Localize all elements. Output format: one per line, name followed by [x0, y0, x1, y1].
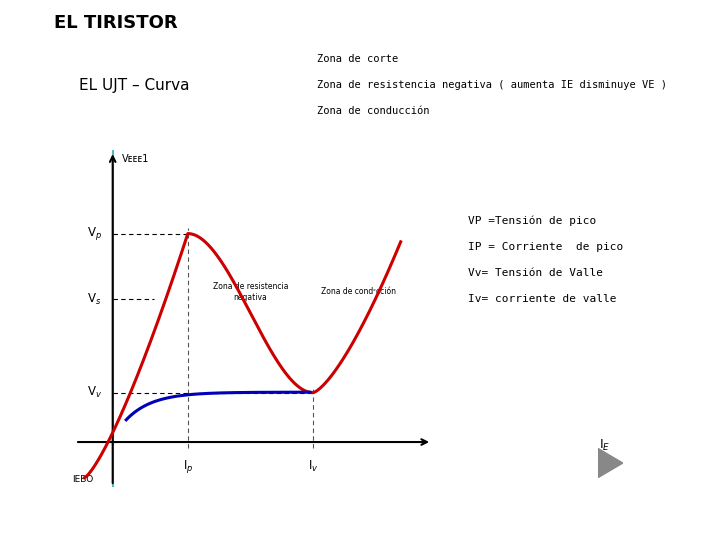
- Text: IP = Corriente  de pico: IP = Corriente de pico: [468, 242, 624, 252]
- Text: EL UJT – Curva: EL UJT – Curva: [79, 78, 189, 93]
- Text: EL TIRISTOR: EL TIRISTOR: [54, 14, 178, 31]
- Text: Zona de conducción: Zona de conducción: [317, 106, 429, 116]
- Text: V$_s$: V$_s$: [87, 292, 102, 307]
- Text: ELECTRÓNICA DE POTENCIA: ELECTRÓNICA DE POTENCIA: [15, 183, 24, 357]
- Text: Zona de condᶜcción: Zona de condᶜcción: [321, 287, 396, 296]
- Text: Zona de resistencia
negativa: Zona de resistencia negativa: [212, 282, 288, 302]
- Text: Zona de resistencia negativa ( aumenta IE disminuye VE ): Zona de resistencia negativa ( aumenta I…: [317, 80, 667, 90]
- Text: Vᴇᴇᴇ1: Vᴇᴇᴇ1: [122, 154, 150, 164]
- Text: V$_v$: V$_v$: [86, 385, 102, 400]
- Text: Zona de corte: Zona de corte: [317, 54, 398, 64]
- Text: IEBO: IEBO: [72, 475, 94, 484]
- Polygon shape: [598, 448, 623, 478]
- Text: I$_v$: I$_v$: [307, 458, 318, 474]
- Text: V$_p$: V$_p$: [86, 225, 102, 242]
- Text: I$_E$: I$_E$: [599, 438, 611, 453]
- Text: Vv= Tensión de Valle: Vv= Tensión de Valle: [468, 268, 603, 278]
- Text: Iv= corriente de valle: Iv= corriente de valle: [468, 294, 616, 304]
- Text: I$_p$: I$_p$: [183, 458, 193, 476]
- Text: VP =Tensión de pico: VP =Tensión de pico: [468, 216, 596, 226]
